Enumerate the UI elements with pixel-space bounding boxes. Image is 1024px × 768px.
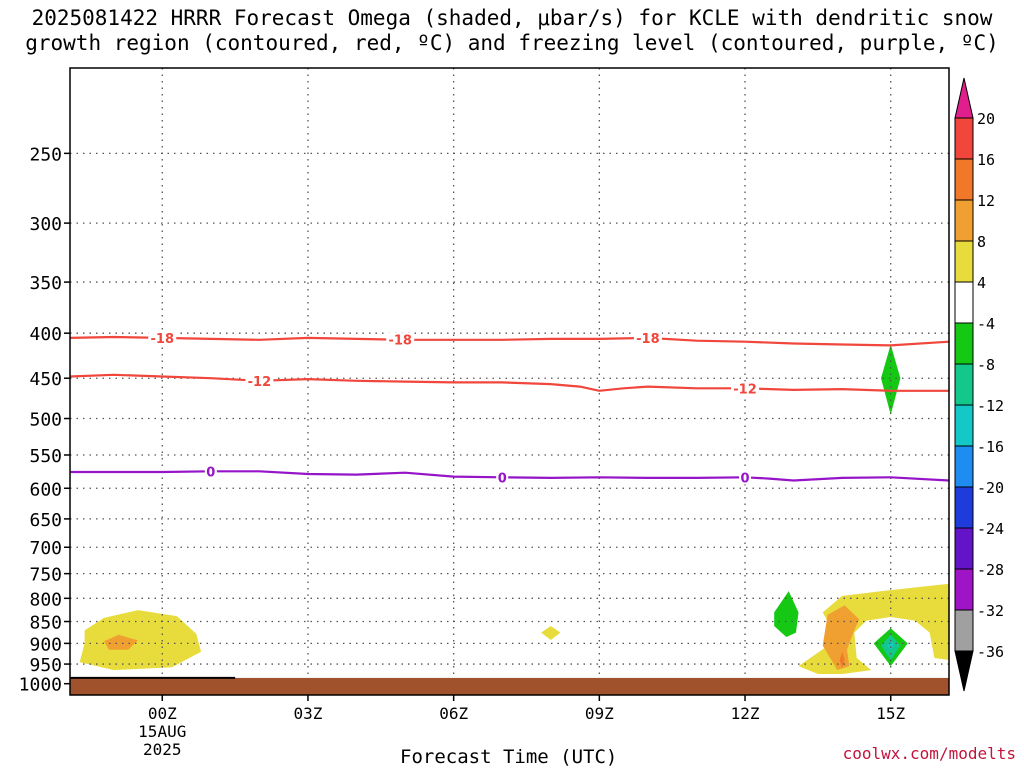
colorbar-label-8: -16 bbox=[977, 438, 1004, 456]
contour-labels: -18 -18 -18 -12 -12 0 0 0 bbox=[148, 330, 760, 486]
omega-area-5 bbox=[798, 583, 949, 674]
colorbar: 20 16 12 8 4 -4 -8 -12 -16 -20 -24 -28 -32 -36 bbox=[954, 77, 1004, 692]
colorbar-bin-1 bbox=[954, 117, 974, 160]
colorbar-label-1: 16 bbox=[977, 151, 995, 169]
colorbar-label-7: -12 bbox=[977, 397, 1004, 415]
plot-frame bbox=[69, 67, 950, 696]
contour-line-0 bbox=[70, 335, 949, 347]
colorbar-bin-13 bbox=[954, 609, 974, 652]
x-tick-label-06Z: 06Z bbox=[439, 704, 468, 723]
colorbar-label-6: -8 bbox=[977, 356, 995, 374]
colorbar-label-12: -32 bbox=[977, 602, 1004, 620]
contour-label-bg-0-1 bbox=[386, 332, 415, 347]
colorbar-label-5: -4 bbox=[977, 315, 995, 333]
x-tick-sublabel-00Z-0: 15AUG bbox=[138, 722, 186, 741]
contour-label-bg-0-2 bbox=[633, 330, 662, 345]
colorbar-bin-10 bbox=[954, 486, 974, 529]
y-tick-label-950: 950 bbox=[29, 655, 62, 676]
x-tick-label-00Z: 00Z bbox=[148, 704, 177, 723]
y-tick-label-1000: 1000 bbox=[19, 675, 62, 696]
contour-label-1-1: -12 bbox=[733, 382, 757, 397]
gridlines bbox=[70, 68, 949, 695]
colorbar-label-13: -36 bbox=[977, 643, 1004, 661]
ground-layer bbox=[70, 676, 949, 695]
contour-label-1-0: -12 bbox=[248, 375, 272, 390]
x-tick-label-03Z: 03Z bbox=[294, 704, 323, 723]
contour-label-2-0: 0 bbox=[206, 465, 215, 480]
y-tick-label-800: 800 bbox=[29, 589, 62, 610]
colorbar-top-triangle bbox=[954, 77, 974, 119]
y-tick-label-700: 700 bbox=[29, 538, 62, 559]
watermark-link[interactable]: coolwx.com/modelts bbox=[842, 744, 1016, 763]
contour-label-0-0: -18 bbox=[151, 332, 175, 347]
y-tick-label-650: 650 bbox=[29, 510, 62, 531]
omega-area-3 bbox=[774, 591, 799, 637]
contour-label-bg-2-0 bbox=[204, 464, 217, 479]
x-tick-label-12Z: 12Z bbox=[731, 704, 760, 723]
y-tick-label-500: 500 bbox=[29, 410, 62, 431]
colorbar-label-2: 12 bbox=[977, 192, 995, 210]
colorbar-bin-12 bbox=[954, 568, 974, 611]
colorbar-bottom-triangle bbox=[954, 650, 974, 692]
chart-title: 2025081422 HRRR Forecast Omega (shaded, … bbox=[25, 6, 999, 55]
y-tick-label-350: 350 bbox=[29, 273, 62, 294]
temperature-contours bbox=[70, 335, 949, 482]
contour-label-bg-1-0 bbox=[245, 373, 274, 388]
x-tick-sublabel-00Z-1: 2025 bbox=[143, 740, 182, 759]
x-tick-label-09Z: 09Z bbox=[585, 704, 614, 723]
y-axis: 2503003504004505005506006507007508008509… bbox=[19, 144, 70, 696]
colorbar-bin-6 bbox=[954, 322, 974, 365]
contour-line-2 bbox=[70, 470, 949, 482]
contour-label-bg-2-2 bbox=[739, 470, 752, 485]
colorbar-bin-11 bbox=[954, 527, 974, 570]
colorbar-label-10: -24 bbox=[977, 520, 1004, 538]
x-axis-label: Forecast Time (UTC) bbox=[400, 746, 618, 768]
colorbar-label-11: -28 bbox=[977, 561, 1004, 579]
colorbar-label-0: 20 bbox=[977, 110, 995, 128]
colorbar-label-3: 8 bbox=[977, 233, 986, 251]
shaded-omega-areas bbox=[79, 344, 949, 674]
x-tick-label-15Z: 15Z bbox=[876, 704, 905, 723]
contour-line-1 bbox=[70, 373, 949, 392]
contour-label-bg-1-1 bbox=[731, 381, 760, 396]
y-tick-label-750: 750 bbox=[29, 565, 62, 586]
y-tick-label-550: 550 bbox=[29, 446, 62, 467]
y-tick-label-400: 400 bbox=[29, 324, 62, 345]
ground-fill bbox=[70, 677, 949, 695]
colorbar-bin-4 bbox=[954, 240, 974, 283]
omega-area-4 bbox=[881, 344, 901, 415]
contour-label-bg-2-1 bbox=[496, 470, 509, 485]
omega-area-7 bbox=[839, 651, 845, 669]
colorbar-bin-9 bbox=[954, 445, 974, 488]
colorbar-bin-5 bbox=[954, 281, 974, 324]
colorbar-bin-3 bbox=[954, 199, 974, 242]
y-tick-label-300: 300 bbox=[29, 214, 62, 235]
y-tick-label-250: 250 bbox=[29, 144, 62, 165]
contour-label-bg-0-0 bbox=[148, 330, 177, 345]
colorbar-label-4: 4 bbox=[977, 274, 986, 292]
y-tick-label-600: 600 bbox=[29, 479, 62, 500]
y-tick-label-900: 900 bbox=[29, 634, 62, 655]
colorbar-bin-2 bbox=[954, 158, 974, 201]
colorbar-bin-8 bbox=[954, 404, 974, 447]
omega-area-0 bbox=[79, 610, 202, 671]
omega-area-2 bbox=[541, 626, 561, 640]
omega-area-1 bbox=[104, 634, 138, 650]
colorbar-label-9: -20 bbox=[977, 479, 1004, 497]
colorbar-bin-7 bbox=[954, 363, 974, 406]
contour-label-2-2: 0 bbox=[741, 471, 750, 486]
y-tick-label-450: 450 bbox=[29, 369, 62, 390]
contour-label-0-1: -18 bbox=[388, 334, 412, 349]
contour-label-2-1: 0 bbox=[498, 471, 507, 486]
y-tick-label-850: 850 bbox=[29, 613, 62, 634]
contour-label-0-2: -18 bbox=[636, 332, 660, 347]
